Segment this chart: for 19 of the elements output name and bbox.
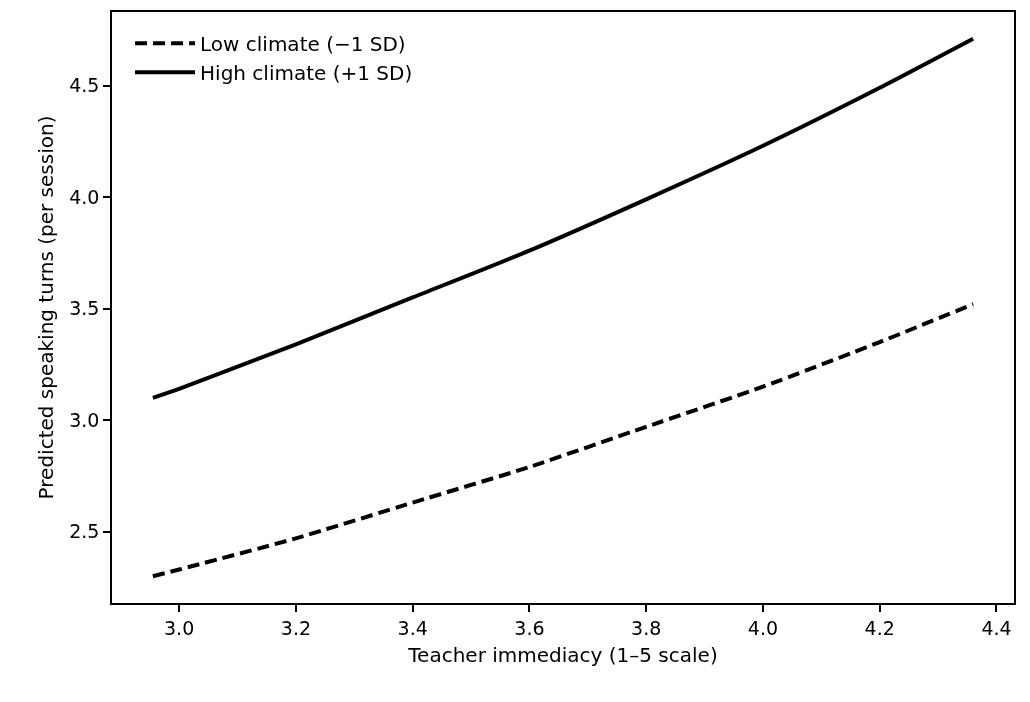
- y-tick-label: 3.5: [69, 297, 100, 320]
- legend-label: Low climate (−1 SD): [200, 32, 406, 57]
- y-tick-label: 4.5: [69, 74, 100, 97]
- x-axis-title: Teacher immediacy (1–5 scale): [407, 642, 718, 667]
- x-tick-label: 4.2: [864, 616, 895, 639]
- line-series: [150, 36, 976, 400]
- x-tick-label: 4.0: [747, 616, 779, 639]
- y-tick-label: 4.0: [69, 185, 100, 208]
- x-tick-label: 3.0: [164, 616, 195, 639]
- y-tick-label: 2.5: [69, 520, 100, 543]
- x-tick-label: 3.8: [631, 616, 662, 639]
- x-tick-label: 3.2: [280, 616, 312, 639]
- x-tick-label: 3.6: [514, 616, 545, 639]
- y-tick-label: 3.0: [69, 408, 100, 431]
- line-series: [150, 302, 976, 579]
- legend-label: High climate (+1 SD): [200, 61, 413, 86]
- x-tick-label: 4.4: [981, 616, 1012, 639]
- y-axis-title: Predicted speaking turns (per session): [34, 115, 59, 500]
- x-tick-label: 3.4: [397, 616, 428, 639]
